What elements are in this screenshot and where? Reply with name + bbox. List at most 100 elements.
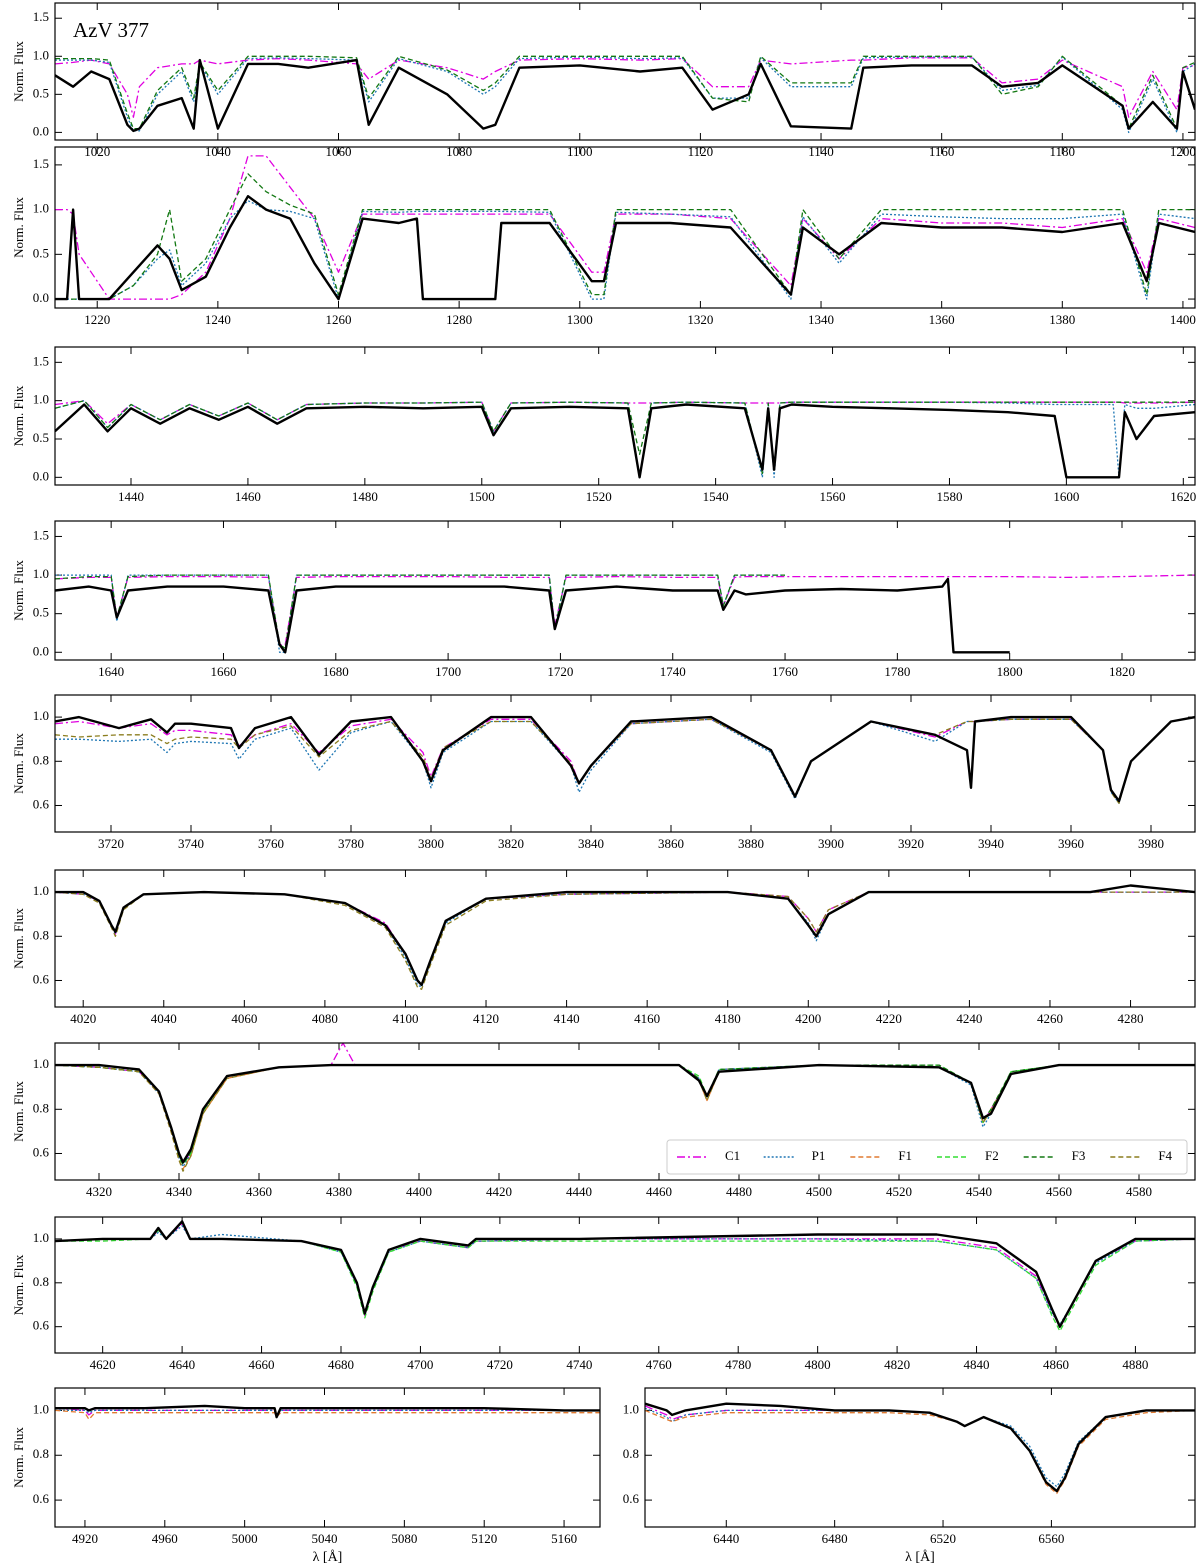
x-tick-label: 6480 <box>822 1531 848 1546</box>
x-tick-label: 4380 <box>326 1184 352 1199</box>
plot-frame <box>54 2 1196 141</box>
x-tick-label: 4160 <box>634 1011 660 1026</box>
y-tick-label: 0.6 <box>33 1144 50 1159</box>
x-tick-label: 1400 <box>1170 312 1196 327</box>
x-tick-label: 3860 <box>658 836 684 851</box>
x-tick-label: 3840 <box>578 836 604 851</box>
series-group <box>55 884 1195 990</box>
x-tick-label: 4340 <box>166 1184 192 1199</box>
x-tick-label: 4460 <box>646 1184 672 1199</box>
series-group <box>55 574 1195 654</box>
spectrum-line <box>55 577 1010 654</box>
y-tick-label: 0.5 <box>33 430 49 445</box>
legend-label: P1 <box>812 1148 826 1163</box>
y-tick-label: 0.6 <box>33 971 50 986</box>
y-tick-label: 0.5 <box>33 85 49 100</box>
series-group <box>55 1220 1195 1332</box>
spectrum-line <box>55 1409 600 1421</box>
x-axis-label: λ [Å] <box>313 1549 343 1565</box>
x-tick-label: 4560 <box>1046 1184 1072 1199</box>
y-tick-label: 1.5 <box>33 527 49 542</box>
x-tick-label: 4180 <box>715 1011 741 1026</box>
spectrum-line <box>645 1409 1195 1495</box>
spectrum-line <box>55 195 1195 301</box>
spectrum-line <box>55 574 1195 646</box>
x-tick-label: 4860 <box>1043 1357 1069 1372</box>
y-tick-label: 0.6 <box>33 796 50 811</box>
spectrum-line <box>55 58 1195 133</box>
x-tick-label: 1300 <box>567 312 593 327</box>
x-tick-label: 4080 <box>312 1011 338 1026</box>
panel: 3720 3740 3760 3780 3800 3820 3840 3860 3880 3900… <box>11 694 1196 851</box>
x-tick-label: 1760 <box>772 664 798 679</box>
x-tick-label: 1700 <box>435 664 461 679</box>
spectrum-line <box>55 57 1195 118</box>
y-tick-label: 0.8 <box>33 1446 49 1461</box>
x-tick-label: 1380 <box>1049 312 1075 327</box>
y-tick-label: 1.5 <box>33 9 49 24</box>
plot-frame <box>54 1216 1196 1354</box>
series-group <box>55 715 1195 804</box>
y-tick-label: 0.0 <box>33 123 49 138</box>
spectrum-line <box>55 716 1195 804</box>
x-tick-label: 4760 <box>646 1357 672 1372</box>
panel: 4020 4040 4060 4080 4100 4120 4140 4160 4180 4200… <box>11 869 1196 1026</box>
x-tick-label: 5000 <box>232 1531 258 1546</box>
x-tick-label: 1620 <box>1170 489 1196 504</box>
x-tick-label: 1820 <box>1109 664 1135 679</box>
y-tick-label: 1.0 <box>33 392 49 407</box>
x-tick-label: 4320 <box>86 1184 112 1199</box>
series-group <box>55 1404 600 1421</box>
x-tick-label: 1500 <box>469 489 495 504</box>
x-tick-label: 1660 <box>210 664 236 679</box>
panel: 4920 4960 5000 5040 5080 5120 5160 0.6 0.8 1.0 Nor… <box>11 1387 601 1565</box>
legend-label: F2 <box>985 1148 999 1163</box>
spectrum-line <box>55 1407 600 1418</box>
y-tick-label: 0.6 <box>33 1491 50 1506</box>
y-axis-label: Norm. Flux <box>11 385 26 446</box>
x-tick-label: 4220 <box>876 1011 902 1026</box>
series-group <box>55 55 1195 134</box>
x-tick-label: 4580 <box>1126 1184 1152 1199</box>
x-tick-label: 4040 <box>151 1011 177 1026</box>
x-tick-label: 1680 <box>323 664 349 679</box>
x-tick-label: 6520 <box>930 1531 956 1546</box>
x-tick-label: 1460 <box>235 489 261 504</box>
legend-box <box>666 1139 1188 1175</box>
plot-frame <box>54 1042 1196 1181</box>
x-tick-label: 5080 <box>391 1531 417 1546</box>
legend-label: F1 <box>898 1148 912 1163</box>
x-tick-label: 1640 <box>98 664 124 679</box>
x-tick-label: 1440 <box>118 489 144 504</box>
x-axis-label: λ [Å] <box>905 1549 935 1565</box>
x-tick-label: 4720 <box>487 1357 513 1372</box>
panel: 4320 4340 4360 4380 4400 4420 4440 4460 4480 4500… <box>11 1042 1196 1199</box>
x-tick-label: 3740 <box>178 836 204 851</box>
x-tick-label: 3920 <box>898 836 924 851</box>
spectrum-line <box>55 400 1195 475</box>
x-tick-label: 6440 <box>713 1531 739 1546</box>
x-tick-label: 5040 <box>312 1531 338 1546</box>
spectrum-line <box>55 56 1195 134</box>
spectrum-line <box>55 884 1195 987</box>
y-tick-label: 1.5 <box>33 156 49 171</box>
x-tick-label: 4920 <box>72 1531 98 1546</box>
y-tick-label: 1.0 <box>33 1401 49 1416</box>
series-group <box>55 155 1195 301</box>
spectrum-line <box>55 173 1195 300</box>
x-tick-label: 4740 <box>566 1357 592 1372</box>
panel: 1440 1460 1480 1500 1520 1540 1560 1580 1600 1620… <box>11 346 1196 504</box>
legend-label: C1 <box>725 1148 740 1163</box>
panel: 1020 1040 1060 1080 1100 1120 1140 1160 1180 1200… <box>11 2 1196 159</box>
y-axis-label: Norm. Flux <box>11 197 26 258</box>
y-tick-label: 1.0 <box>33 201 49 216</box>
x-tick-label: 4620 <box>90 1357 116 1372</box>
x-tick-label: 4260 <box>1037 1011 1063 1026</box>
x-tick-label: 1220 <box>84 312 110 327</box>
y-axis-label: Norm. Flux <box>11 1427 26 1488</box>
spectrum-line <box>55 891 1195 990</box>
panel: 4620 4640 4660 4680 4700 4720 4740 4760 4780 4800… <box>11 1216 1196 1372</box>
x-tick-label: 4400 <box>406 1184 432 1199</box>
x-tick-label: 3800 <box>418 836 444 851</box>
annotation: AzV 377 <box>73 18 149 42</box>
